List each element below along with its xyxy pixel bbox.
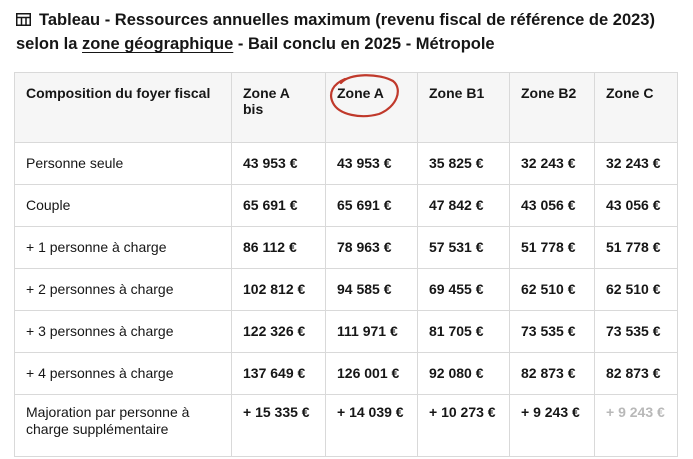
header-zone-b2: Zone B2 — [509, 72, 595, 143]
table-row: + 4 personnes à charge 137 649 € 126 001… — [14, 352, 678, 395]
header-zone-a-bis-label: Zone A bis — [243, 85, 290, 117]
cell-zone-c: 73 535 € — [594, 310, 678, 353]
cell-zone-a-bis: 102 812 € — [231, 268, 326, 311]
zone-geographique-link[interactable]: zone géographique — [82, 35, 234, 53]
cell-zone-a-bis: 137 649 € — [231, 352, 326, 395]
cell-zone-c: 51 778 € — [594, 226, 678, 269]
cell-zone-a: 43 953 € — [325, 142, 418, 185]
cell-zone-a-bis: + 15 335 € — [231, 394, 326, 457]
row-label: Majoration par personne à charge supplém… — [14, 394, 232, 457]
table-header-row: Composition du foyer fiscal Zone A bis Z… — [14, 72, 678, 143]
cell-zone-b1: 81 705 € — [417, 310, 510, 353]
row-label: + 3 personnes à charge — [14, 310, 232, 353]
header-zone-b1: Zone B1 — [417, 72, 510, 143]
cell-zone-b2: 51 778 € — [509, 226, 595, 269]
header-zone-a-bis: Zone A bis — [231, 72, 326, 143]
row-label: + 2 personnes à charge — [14, 268, 232, 311]
cell-zone-b1: 92 080 € — [417, 352, 510, 395]
table-row: Couple 65 691 € 65 691 € 47 842 € 43 056… — [14, 184, 678, 227]
cell-zone-b2: 43 056 € — [509, 184, 595, 227]
cell-zone-c: + 9 243 € — [594, 394, 678, 457]
table-row: Personne seule 43 953 € 43 953 € 35 825 … — [14, 142, 678, 185]
cell-zone-a: + 14 039 € — [325, 394, 418, 457]
table-row: + 2 personnes à charge 102 812 € 94 585 … — [14, 268, 678, 311]
cell-zone-b2: 82 873 € — [509, 352, 595, 395]
cell-zone-c: 82 873 € — [594, 352, 678, 395]
table-icon — [16, 13, 31, 26]
cell-zone-a: 126 001 € — [325, 352, 418, 395]
row-label: Personne seule — [14, 142, 232, 185]
cell-zone-a: 78 963 € — [325, 226, 418, 269]
cell-zone-b1: 47 842 € — [417, 184, 510, 227]
cell-zone-b1: 35 825 € — [417, 142, 510, 185]
table-row: + 3 personnes à charge 122 326 € 111 971… — [14, 310, 678, 353]
row-label: + 4 personnes à charge — [14, 352, 232, 395]
cell-zone-a-bis: 122 326 € — [231, 310, 326, 353]
cell-zone-b2: 62 510 € — [509, 268, 595, 311]
cell-zone-b1: + 10 273 € — [417, 394, 510, 457]
table-row: Majoration par personne à charge supplém… — [14, 394, 678, 457]
table-caption: Tableau - Ressources annuelles maximum (… — [16, 8, 676, 56]
cell-zone-c: 32 243 € — [594, 142, 678, 185]
row-label: + 1 personne à charge — [14, 226, 232, 269]
table-row: + 1 personne à charge 86 112 € 78 963 € … — [14, 226, 678, 269]
header-zone-a: Zone A — [325, 72, 418, 143]
header-composition: Composition du foyer fiscal — [14, 72, 232, 143]
cell-zone-a-bis: 86 112 € — [231, 226, 326, 269]
cell-zone-b1: 57 531 € — [417, 226, 510, 269]
cell-zone-a: 65 691 € — [325, 184, 418, 227]
cell-zone-b1: 69 455 € — [417, 268, 510, 311]
row-label: Couple — [14, 184, 232, 227]
cell-zone-b2: 73 535 € — [509, 310, 595, 353]
cell-zone-c: 62 510 € — [594, 268, 678, 311]
cell-zone-a: 111 971 € — [325, 310, 418, 353]
cell-zone-a-bis: 65 691 € — [231, 184, 326, 227]
cell-zone-c: 43 056 € — [594, 184, 678, 227]
cell-zone-b2: + 9 243 € — [509, 394, 595, 457]
resources-table: Composition du foyer fiscal Zone A bis Z… — [14, 72, 678, 457]
cell-zone-a: 94 585 € — [325, 268, 418, 311]
cell-zone-b2: 32 243 € — [509, 142, 595, 185]
caption-suffix: - Bail conclu en 2025 - Métropole — [233, 35, 495, 53]
cell-zone-a-bis: 43 953 € — [231, 142, 326, 185]
header-zone-c: Zone C — [594, 72, 678, 143]
header-zone-a-label: Zone A — [337, 85, 384, 101]
caption-prefix: Tableau - Ressources annuelles maximum (… — [16, 11, 655, 53]
